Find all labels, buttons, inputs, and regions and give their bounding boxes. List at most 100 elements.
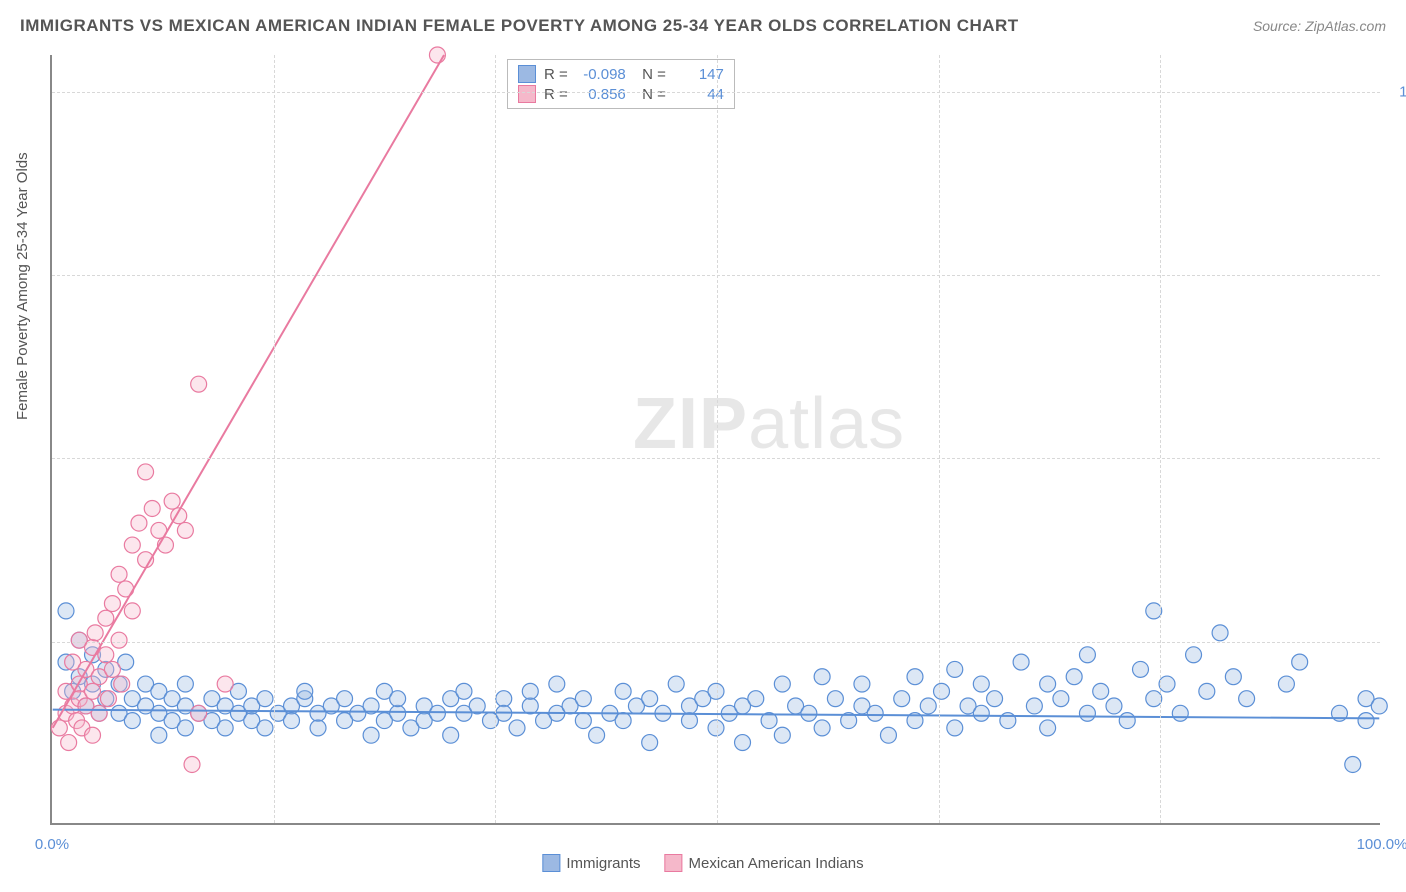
data-point [337,691,353,707]
data-point [443,727,459,743]
trend-line [53,55,444,728]
data-point [934,683,950,699]
swatch-mexican [518,85,536,103]
data-point [124,603,140,619]
data-point [774,727,790,743]
data-point [748,691,764,707]
data-point [1053,691,1069,707]
chart-svg [52,55,1380,823]
data-point [1278,676,1294,692]
data-point [177,676,193,692]
data-point [973,676,989,692]
data-point [1106,698,1122,714]
data-point [390,691,406,707]
data-point [1013,654,1029,670]
data-point [1133,661,1149,677]
data-point [708,683,724,699]
data-point [947,661,963,677]
data-point [85,683,101,699]
data-point [124,537,140,553]
data-point [217,720,233,736]
data-point [668,676,684,692]
data-point [522,698,538,714]
data-point [104,596,120,612]
data-point [1358,713,1374,729]
data-point [973,705,989,721]
data-point [257,720,273,736]
data-point [177,720,193,736]
data-point [681,713,697,729]
source-attribution: Source: ZipAtlas.com [1253,18,1386,34]
data-point [1345,757,1361,773]
data-point [642,691,658,707]
data-point [867,705,883,721]
x-tick-label: 0.0% [35,836,69,853]
data-point [814,720,830,736]
data-point [111,566,127,582]
data-point [191,376,207,392]
data-point [1040,720,1056,736]
legend-label-immigrants: Immigrants [566,855,640,872]
data-point [217,676,233,692]
data-point [735,735,751,751]
legend-swatch-mexican [665,854,683,872]
data-point [1212,625,1228,641]
stats-row-mexican: R = 0.856 N = 44 [518,84,724,104]
data-point [1079,647,1095,663]
data-point [61,735,77,751]
y-tick-label: 100.0% [1390,83,1406,100]
data-point [894,691,910,707]
data-point [1159,676,1175,692]
data-point [1186,647,1202,663]
data-point [1026,698,1042,714]
data-point [1172,705,1188,721]
data-point [575,691,591,707]
data-point [164,493,180,509]
data-point [947,720,963,736]
data-point [58,603,74,619]
data-point [642,735,658,751]
plot-area: ZIPatlas R = -0.098 N = 147 R = 0.856 N … [50,55,1380,825]
data-point [1292,654,1308,670]
data-point [1079,705,1095,721]
data-point [1093,683,1109,699]
data-point [390,705,406,721]
stats-legend: R = -0.098 N = 147 R = 0.856 N = 44 [507,59,735,109]
data-point [522,683,538,699]
y-tick-label: 50.0% [1390,450,1406,467]
data-point [509,720,525,736]
data-point [85,727,101,743]
data-point [1040,676,1056,692]
r-value-immigrants: -0.098 [576,66,626,83]
data-point [177,522,193,538]
data-point [114,676,130,692]
data-point [814,669,830,685]
data-point [151,727,167,743]
legend-swatch-immigrants [542,854,560,872]
data-point [310,720,326,736]
data-point [880,727,896,743]
data-point [429,705,445,721]
data-point [589,727,605,743]
y-tick-label: 25.0% [1390,633,1406,650]
data-point [615,713,631,729]
data-point [920,698,936,714]
data-point [1225,669,1241,685]
swatch-immigrants [518,65,536,83]
data-point [191,705,207,721]
legend-item-immigrants: Immigrants [542,854,640,872]
data-point [549,676,565,692]
data-point [98,647,114,663]
data-point [827,691,843,707]
legend-item-mexican: Mexican American Indians [665,854,864,872]
data-point [284,713,300,729]
data-point [363,727,379,743]
data-point [1199,683,1215,699]
data-point [144,501,160,517]
data-point [257,691,273,707]
data-point [100,691,116,707]
data-point [131,515,147,531]
data-point [575,713,591,729]
data-point [1371,698,1387,714]
r-value-mexican: 0.856 [576,86,626,103]
